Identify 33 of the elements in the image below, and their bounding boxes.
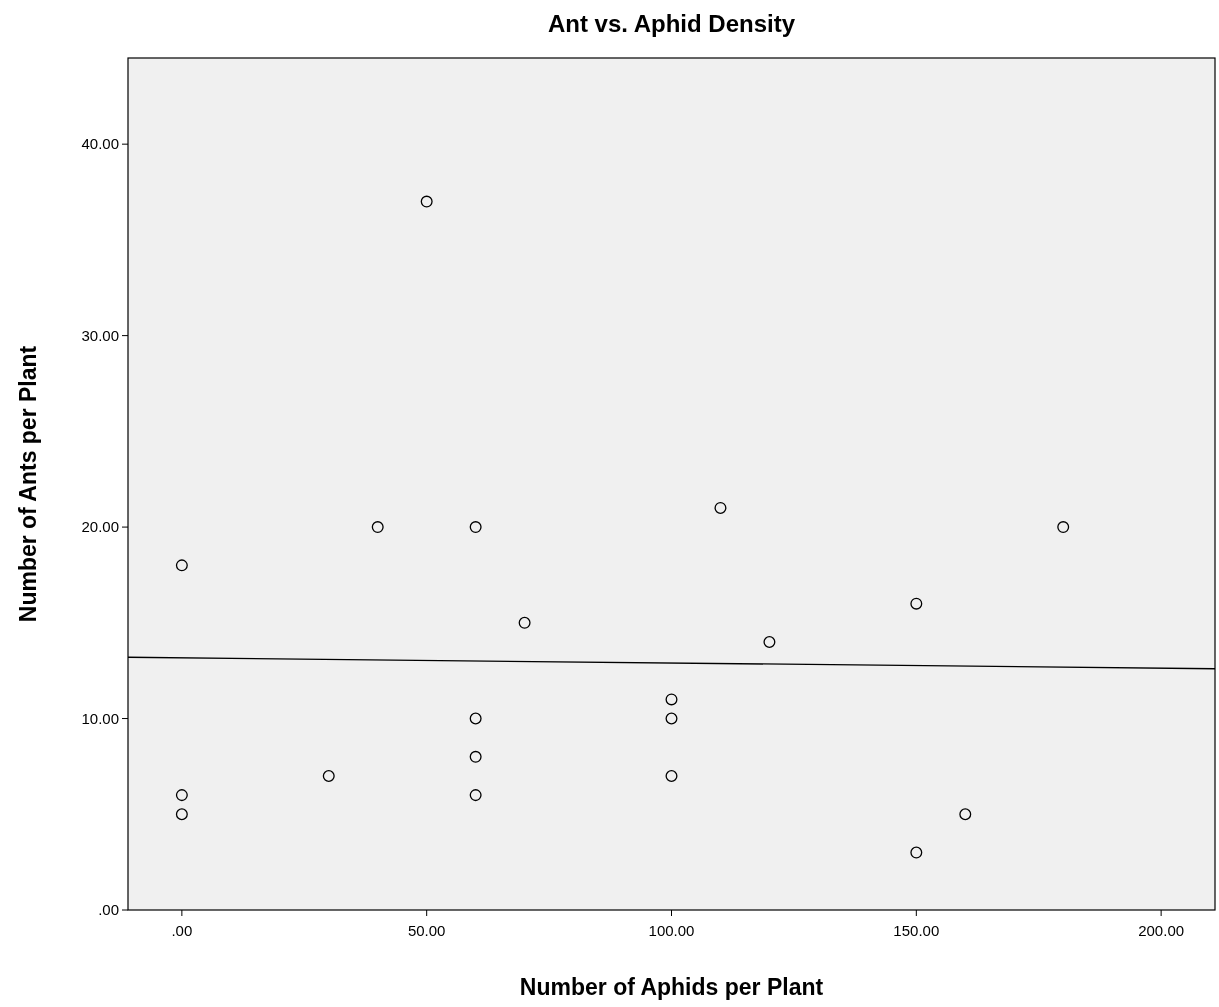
point [469, 521, 482, 534]
y-axis-title: Number of Ants per Plant [15, 345, 41, 623]
point [469, 712, 482, 725]
y-tick-label: 20.00 [81, 518, 119, 536]
y-tick-label: 10.00 [81, 709, 119, 727]
point [763, 635, 776, 648]
point [175, 559, 188, 572]
y-tick-label: 40.00 [81, 135, 119, 153]
x-axis-title: Number of Aphids per Plant [519, 974, 824, 1000]
point [322, 769, 335, 782]
point [1057, 521, 1070, 534]
point [469, 750, 482, 763]
x-tick-label: 50.00 [407, 922, 446, 939]
point [420, 195, 433, 208]
point [959, 808, 972, 821]
point [175, 808, 188, 821]
point [518, 616, 531, 629]
y-tick-label: .00 [98, 901, 119, 919]
point [910, 597, 923, 610]
x-tick-label: 200.00 [1138, 922, 1185, 939]
point [665, 693, 678, 706]
point [665, 712, 678, 725]
chart-title: Ant vs. Aphid Density [547, 10, 796, 37]
y-tick-label: 30.00 [81, 326, 119, 344]
point [910, 846, 923, 859]
point [665, 769, 678, 782]
x-tick-label: 100.00 [648, 922, 695, 939]
point [469, 789, 482, 802]
point [714, 501, 727, 514]
point [371, 521, 384, 534]
x-tick-label: .00 [171, 922, 193, 939]
point [175, 789, 188, 802]
x-tick-label: 150.00 [893, 922, 940, 939]
